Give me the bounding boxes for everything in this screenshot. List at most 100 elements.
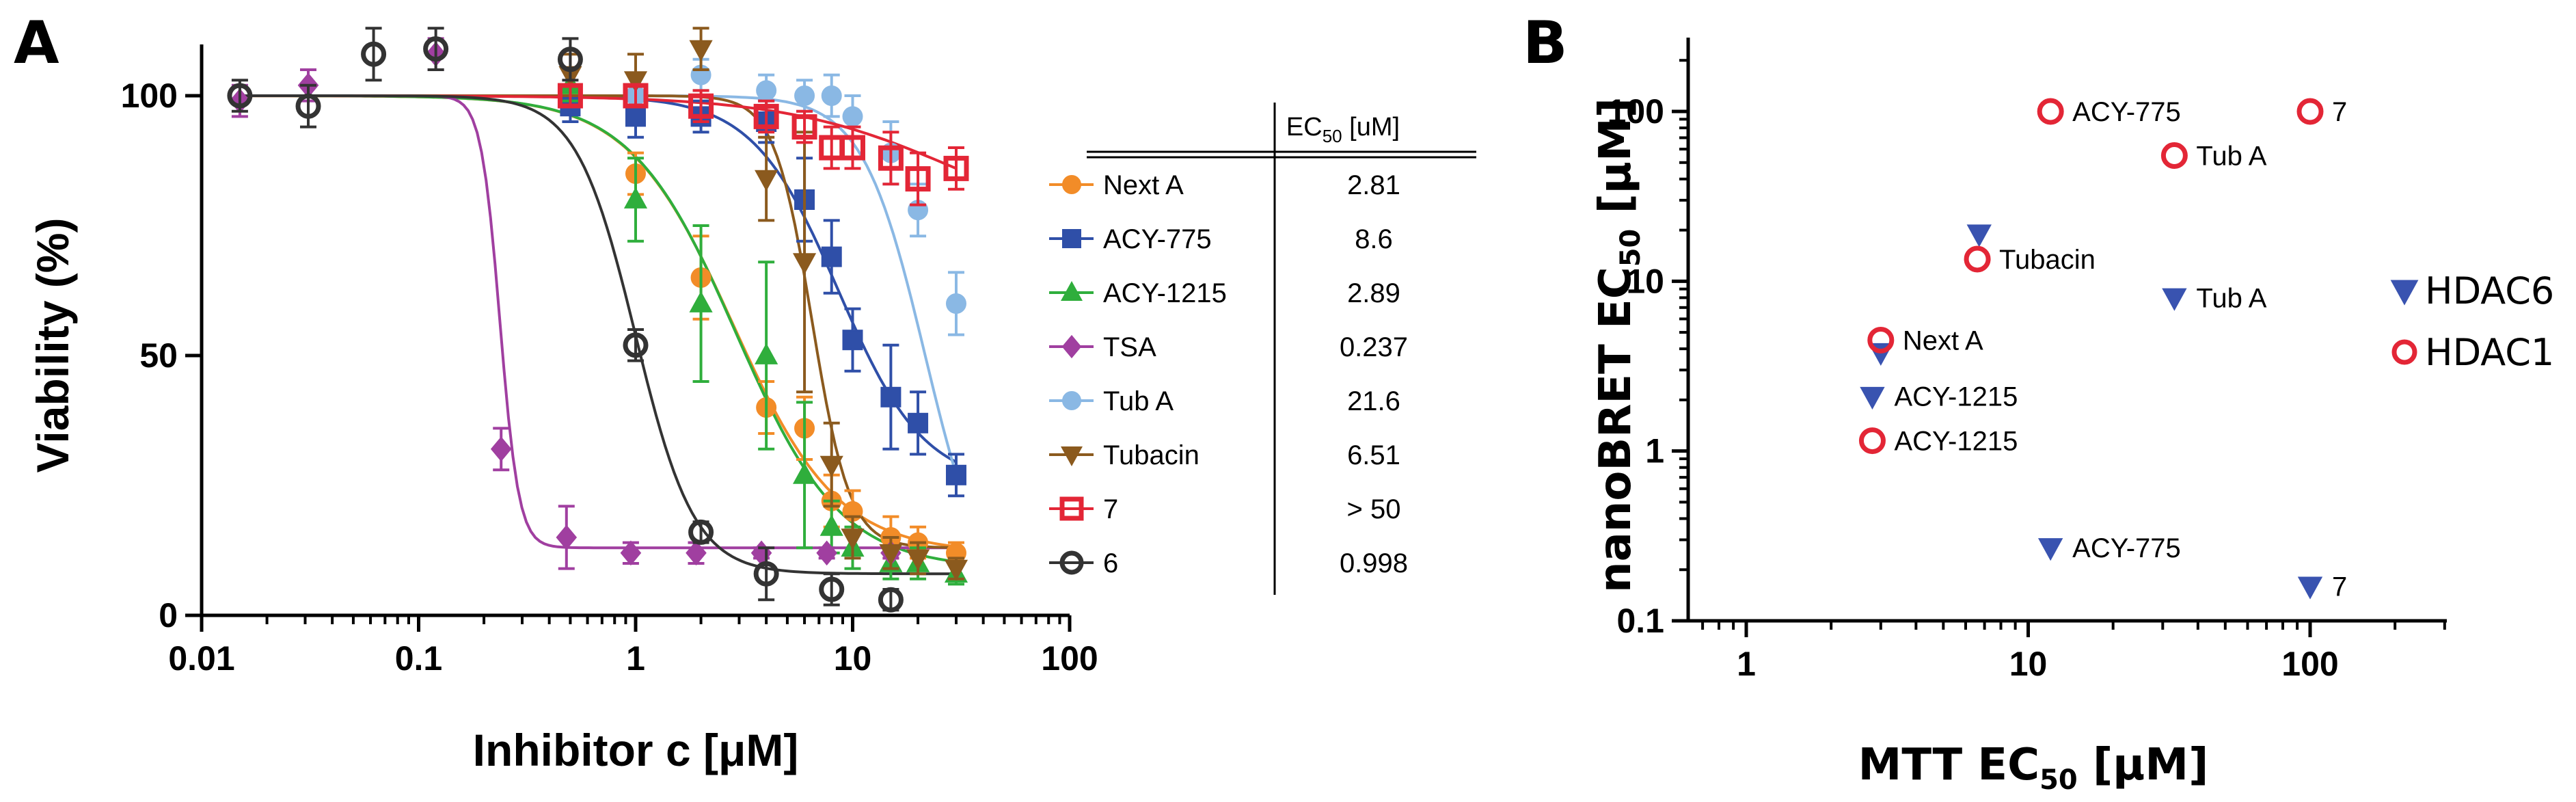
b-y-tick-label: 10 (1626, 262, 1664, 300)
legend-marker-acy775 (1062, 229, 1081, 248)
legend-label-acy775: ACY-775 (1103, 224, 1212, 254)
data-point-c6 (819, 576, 845, 602)
legend-label-c6: 6 (1103, 548, 1118, 578)
data-point-c6 (423, 36, 449, 62)
panel-b-legend: HDAC6 HDAC1 (2390, 269, 2554, 374)
hdac6-point (2162, 288, 2187, 311)
legend-label-next_a: Next A (1103, 170, 1184, 200)
ec50-value-acy1215: 2.89 (1347, 278, 1400, 308)
hdac6-point-label: Tub A (2196, 283, 2266, 313)
ec50-value-c6: 0.998 (1340, 548, 1408, 578)
legend-marker-tsa (1061, 334, 1082, 359)
data-point-c7 (878, 145, 904, 171)
hdac6-point-label: ACY-775 (2072, 533, 2181, 563)
panel-a-label: A (14, 9, 59, 77)
data-point-tubacin (792, 253, 817, 275)
data-point-c6 (623, 332, 649, 358)
data-point-tsa (686, 540, 707, 566)
data-point-c6 (878, 587, 904, 613)
panel-a-y-axis-title: Viability (%) (27, 218, 78, 473)
data-point-tubacin (819, 455, 843, 477)
legend-label-hdac1: HDAC1 (2425, 331, 2554, 374)
hdac6-point (1860, 386, 1885, 410)
hdac1-point-label: 7 (2332, 97, 2347, 127)
hdac1-point-label: ACY-1215 (1894, 427, 2018, 457)
data-point-acy775 (908, 412, 929, 433)
ec50-value-tuba: 21.6 (1347, 386, 1400, 416)
legend-label-c7: 7 (1103, 494, 1118, 524)
legend-label-tsa: TSA (1103, 332, 1156, 362)
data-point-tuba (842, 106, 863, 127)
fit-curve-tuba (239, 94, 958, 474)
data-point-tuba (756, 80, 777, 101)
data-point-tubacin (623, 71, 648, 93)
data-point-tubacin (689, 40, 713, 62)
x-tick-label: 0.01 (168, 639, 234, 678)
data-point-acy1215 (792, 462, 817, 484)
legend-marker-c6 (1059, 550, 1084, 575)
panel-a-data-points (227, 27, 969, 613)
hdac6-point (2037, 538, 2063, 561)
data-point-acy775 (821, 246, 842, 267)
b-y-tick-label: 100 (1608, 92, 1664, 131)
x-tick-label: 0.1 (395, 639, 443, 678)
y-tick-label: 0 (159, 596, 178, 634)
panel-b-y-axis-title: nanoBRET EC50 [μM] (1590, 98, 1646, 593)
data-point-tuba (821, 85, 842, 106)
data-point-c7 (791, 114, 817, 140)
data-point-acy1215 (623, 187, 648, 209)
panel-a-axes: 0.01 0.1 1 10 100 0 50 100 (121, 44, 1098, 678)
hdac1-point-label: ACY-775 (2072, 97, 2181, 127)
data-point-acy1215 (819, 514, 843, 536)
ec50-table-header: EC50 [uM] (1286, 113, 1400, 146)
data-point-c7 (943, 155, 969, 181)
data-point-c7 (905, 166, 931, 192)
panel-b-x-axis-title: MTT EC50 [μM] (1858, 740, 2209, 796)
data-point-tuba (945, 293, 966, 314)
legend-label-hdac6: HDAC6 (2425, 269, 2554, 312)
data-point-tsa (750, 540, 772, 566)
data-point-acy1215 (755, 343, 778, 364)
legend-label-acy1215: ACY-1215 (1103, 278, 1227, 308)
fit-curve-next_a (239, 94, 957, 548)
hdac6-point-label: 7 (2332, 572, 2347, 602)
data-point-tubacin (879, 544, 903, 565)
fit-curve-tubacin (239, 94, 957, 549)
data-point-tsa (490, 436, 512, 462)
fit-curve-tsa (239, 94, 956, 550)
panel-a-x-axis-title: Inhibitor c [μM] (473, 725, 799, 775)
legend-marker-tuba (1062, 391, 1081, 410)
fit-curve-acy775 (239, 94, 957, 464)
x-tick-label: 10 (834, 639, 872, 678)
b-x-tick-label: 10 (2009, 645, 2048, 683)
ec50-value-tubacin: 6.51 (1347, 440, 1400, 470)
legend-marker-c7 (1059, 496, 1084, 521)
data-point-tsa (620, 540, 642, 566)
hdac1-point (1867, 326, 1895, 353)
hdac6-point-label: ACY-1215 (1894, 382, 2018, 412)
legend-label-tuba: Tub A (1103, 386, 1174, 416)
legend-marker-hdac1 (2391, 339, 2417, 365)
data-point-c6 (295, 93, 321, 119)
data-point-c6 (557, 46, 583, 72)
legend-marker-tubacin (1061, 446, 1083, 467)
panel-b-data-points: ACY-1215 Tub A ACY-775 7 Next A ACY-1215 Tubac… (1858, 97, 2347, 602)
b-x-tick-label: 100 (2281, 645, 2338, 683)
data-point-acy1215 (689, 291, 713, 312)
hdac1-point-label: Tub A (2196, 141, 2266, 171)
data-point-tubacin (906, 549, 930, 571)
hdac1-point (2160, 142, 2188, 169)
ec50-table-rows: Next A 2.81 ACY-775 8.6 ACY-1215 2.89 TSA 0.237… (1049, 170, 1408, 578)
panel-b: B 1 10 100 0.1 1 10 100 ACY-1215 Tub A ACY-775 7 N… (1523, 9, 2554, 796)
hdac1-point (1858, 427, 1886, 455)
panel-b-label: B (1523, 9, 1568, 77)
hdac1-point (2296, 98, 2324, 125)
legend-label-tubacin: Tubacin (1103, 440, 1199, 470)
data-point-tubacin (944, 559, 968, 581)
data-point-acy775 (945, 464, 966, 485)
data-point-c6 (227, 83, 253, 109)
y-tick-label: 50 (139, 336, 178, 375)
legend-marker-hdac6 (2390, 280, 2419, 306)
data-point-c7 (557, 83, 583, 109)
ec50-value-tsa: 0.237 (1340, 332, 1408, 362)
